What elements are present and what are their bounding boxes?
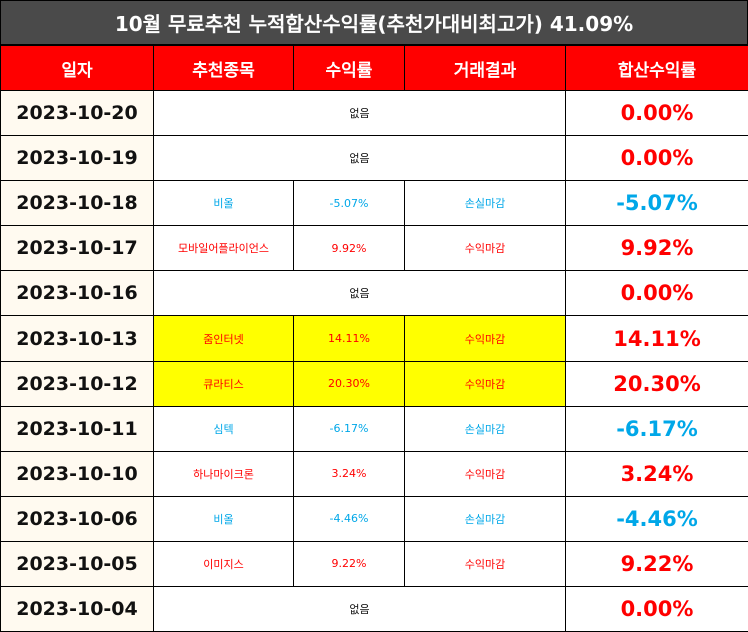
- total-return-cell: 0.00%: [566, 136, 748, 181]
- date-cell: 2023-10-20: [1, 91, 154, 136]
- header-date: 일자: [1, 46, 154, 91]
- date-cell: 2023-10-11: [1, 406, 154, 451]
- total-return-cell: -5.07%: [566, 181, 748, 226]
- total-return-cell: -4.46%: [566, 496, 748, 541]
- return-cell: 20.30%: [294, 361, 405, 406]
- total-return-cell: 0.00%: [566, 91, 748, 136]
- stock-cell: 줌인터넷: [154, 316, 294, 361]
- header-return: 수익률: [294, 46, 405, 91]
- date-cell: 2023-10-16: [1, 271, 154, 316]
- result-cell: 손실마감: [405, 181, 566, 226]
- return-cell: 9.22%: [294, 541, 405, 586]
- return-cell: 3.24%: [294, 451, 405, 496]
- stock-cell: 큐라티스: [154, 361, 294, 406]
- result-cell: 손실마감: [405, 496, 566, 541]
- header-row: 일자 추천종목 수익률 거래결과 합산수익률: [1, 46, 748, 91]
- return-cell: 9.92%: [294, 226, 405, 271]
- return-cell: -5.07%: [294, 181, 405, 226]
- date-cell: 2023-10-18: [1, 181, 154, 226]
- total-return-cell: 14.11%: [566, 316, 748, 361]
- total-return-cell: 0.00%: [566, 587, 748, 632]
- stock-cell: 모바일어플라이언스: [154, 226, 294, 271]
- total-return-cell: 9.92%: [566, 226, 748, 271]
- result-cell: 수익마감: [405, 226, 566, 271]
- stock-cell: 심텍: [154, 406, 294, 451]
- date-cell: 2023-10-17: [1, 226, 154, 271]
- header-total: 합산수익률: [566, 46, 748, 91]
- result-cell: 손실마감: [405, 406, 566, 451]
- header-stock: 추천종목: [154, 46, 294, 91]
- stock-cell: 이미지스: [154, 541, 294, 586]
- no-recommendation-cell: 없음: [154, 271, 566, 316]
- date-cell: 2023-10-19: [1, 136, 154, 181]
- result-cell: 수익마감: [405, 316, 566, 361]
- total-return-cell: -6.17%: [566, 406, 748, 451]
- stock-cell: 비올: [154, 496, 294, 541]
- date-cell: 2023-10-13: [1, 316, 154, 361]
- result-cell: 수익마감: [405, 541, 566, 586]
- date-cell: 2023-10-06: [1, 496, 154, 541]
- no-recommendation-cell: 없음: [154, 136, 566, 181]
- date-cell: 2023-10-12: [1, 361, 154, 406]
- date-cell: 2023-10-04: [1, 587, 154, 632]
- stock-cell: 비올: [154, 181, 294, 226]
- total-return-cell: 3.24%: [566, 451, 748, 496]
- report-title: 10월 무료추천 누적합산수익률(추천가대비최고가) 41.09%: [0, 0, 748, 45]
- return-cell: -6.17%: [294, 406, 405, 451]
- total-return-cell: 9.22%: [566, 541, 748, 586]
- no-recommendation-cell: 없음: [154, 587, 566, 632]
- result-cell: 수익마감: [405, 451, 566, 496]
- header-result: 거래결과: [405, 46, 566, 91]
- total-return-cell: 20.30%: [566, 361, 748, 406]
- return-cell: 14.11%: [294, 316, 405, 361]
- date-cell: 2023-10-10: [1, 451, 154, 496]
- return-cell: -4.46%: [294, 496, 405, 541]
- stock-cell: 하나마이크론: [154, 451, 294, 496]
- date-cell: 2023-10-05: [1, 541, 154, 586]
- total-return-cell: 0.00%: [566, 271, 748, 316]
- no-recommendation-cell: 없음: [154, 91, 566, 136]
- result-cell: 수익마감: [405, 361, 566, 406]
